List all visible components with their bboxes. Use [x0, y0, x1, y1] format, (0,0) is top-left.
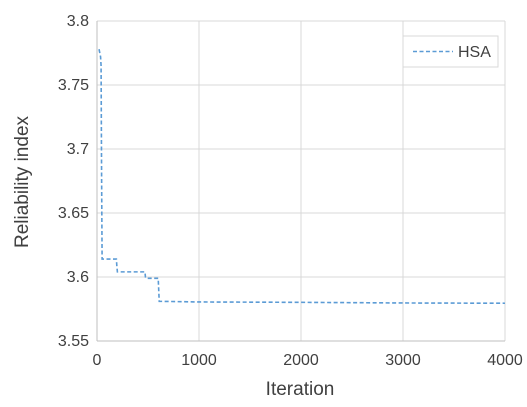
legend-box: [402, 35, 499, 68]
x-tick-label: 4000: [487, 352, 523, 369]
legend: HSA: [402, 35, 499, 68]
y-tick-label: 3.7: [67, 141, 89, 158]
x-tick-label: 0: [93, 352, 102, 369]
series-line-hsa: [98, 49, 506, 305]
x-tick-label: 1000: [181, 352, 217, 369]
y-tick-label: 3.65: [58, 205, 89, 222]
x-tick-label: 2000: [283, 352, 319, 369]
tick-labels: 3.55 3.6 3.65 3.7 3.75 3.8 0 1000 2000 3000 4000: [58, 13, 523, 369]
y-tick-label: 3.8: [67, 13, 89, 30]
y-tick-label: 3.55: [58, 333, 89, 350]
y-tick-label: 3.75: [58, 77, 89, 94]
x-axis-title: Iteration: [266, 379, 335, 400]
legend-label-hsa: HSA: [458, 44, 491, 61]
x-tick-label: 3000: [385, 352, 421, 369]
y-axis-title: Reliability index: [12, 116, 33, 249]
axes: [96, 21, 505, 342]
y-tick-label: 3.6: [67, 269, 89, 286]
grid: [96, 20, 506, 342]
series-lines: [98, 49, 506, 305]
